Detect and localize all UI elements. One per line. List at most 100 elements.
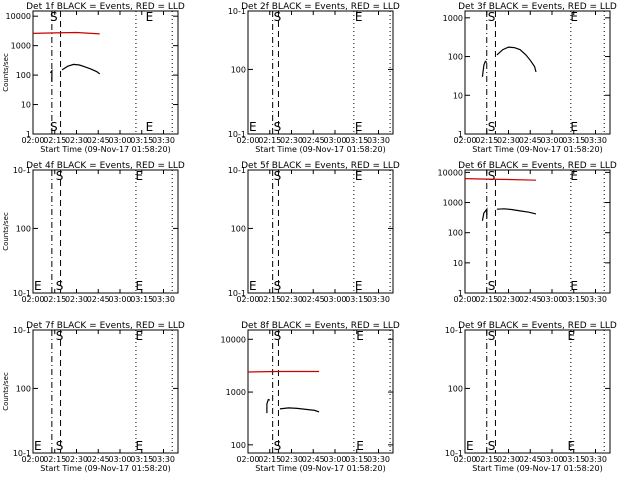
plot-frame	[32, 10, 179, 135]
y-tick-label: 10-1	[445, 326, 463, 335]
y-tick-label: 10-1	[445, 449, 463, 458]
y-tick-label: 10-1	[13, 449, 31, 458]
start-marker: S	[50, 10, 58, 24]
chart-panel-8: Det 8f BLACK = Events, RED = LLD02:0002:…	[221, 321, 400, 473]
y-axis-label: Counts/sec	[2, 212, 10, 251]
x-tick-label: 02:30	[280, 295, 303, 304]
x-tick-label: 02:15	[43, 295, 66, 304]
end-marker: E	[136, 439, 144, 453]
lld-series-line	[32, 31, 100, 35]
y-tick-label: 10000	[221, 335, 246, 344]
x-tick-label: 03:30	[584, 136, 607, 145]
x-tick-label: 03:00	[540, 295, 563, 304]
x-tick-label: 02:15	[43, 136, 66, 145]
x-tick-label: 03:15	[345, 455, 368, 464]
y-tick-label: 10-1	[228, 7, 246, 16]
x-tick-label: 02:00	[236, 295, 259, 304]
x-tick-label: 02:45	[302, 455, 325, 464]
x-tick-label: 03:00	[108, 455, 131, 464]
start-marker: S	[56, 329, 64, 343]
y-tick-label: 1	[458, 130, 463, 139]
chart-panel-5: Det 5f BLACK = Events, RED = LLD 02:00 02:…	[228, 161, 400, 304]
events-series-line	[496, 208, 537, 215]
x-tick-label: 02:30	[497, 136, 520, 145]
x-axis-label: Start Time (09-Nov-17 01:58:20)	[255, 145, 385, 154]
events-series-line	[61, 63, 101, 75]
x-tick-label: 02:45	[519, 295, 542, 304]
y-tick-label: 1	[26, 130, 31, 139]
events-series-line	[279, 407, 320, 413]
x-tick-label: 03:30	[152, 136, 175, 145]
y-axis-label: Counts/sec	[2, 372, 10, 411]
x-tick-label: 02:00	[453, 295, 476, 304]
x-tick-label: 03:15	[345, 295, 368, 304]
start-marker: S	[50, 120, 58, 134]
y-tick-label: 1000	[443, 199, 463, 208]
plot-frame	[247, 169, 394, 294]
y-tick-label: 10-1	[13, 289, 31, 298]
end-marker: E	[249, 120, 257, 134]
plot-frame	[464, 329, 611, 454]
plot-frame	[464, 169, 611, 294]
x-tick-label: 02:30	[497, 455, 520, 464]
x-tick-label: 02:30	[65, 295, 88, 304]
x-axis-label: Start Time (09-Nov-17 01:58:20)	[472, 464, 602, 473]
x-tick-label: 02:00	[453, 136, 476, 145]
x-tick-label: 02:30	[280, 136, 303, 145]
x-tick-label: 02:45	[87, 136, 110, 145]
events-series-line	[49, 69, 53, 82]
x-tick-label: 02:15	[475, 295, 498, 304]
chart-panel-2: Det 2f BLACK = Events, RED = LLD02:0002:…	[228, 2, 400, 154]
x-tick-label: 03:15	[130, 455, 153, 464]
start-marker: S	[274, 10, 282, 24]
start-marker: S	[488, 120, 496, 134]
x-tick-label: 03:15	[130, 136, 153, 145]
y-tick-label: 100	[16, 384, 31, 393]
chart-title: Det 2f BLACK = Events, RED = LLD	[241, 2, 400, 12]
y-tick-label: 1000	[226, 388, 246, 397]
end-marker: E	[570, 120, 578, 134]
x-tick-label: 03:15	[562, 295, 585, 304]
x-tick-label: 03:30	[367, 295, 390, 304]
x-tick-label: 02:00	[453, 455, 476, 464]
chart-title: Det 5f BLACK = Events, RED = LLD	[241, 161, 400, 171]
end-marker: E	[570, 10, 578, 24]
x-tick-label: 03:30	[367, 455, 390, 464]
x-axis-label: Start Time (09-Nov-17 01:58:20)	[40, 145, 170, 154]
x-tick-label: 02:15	[475, 455, 498, 464]
x-tick-label: 03:30	[152, 455, 175, 464]
start-marker: S	[488, 169, 496, 183]
y-tick-label: 10	[453, 91, 463, 100]
x-tick-label: 03:00	[108, 136, 131, 145]
end-marker: E	[136, 279, 144, 293]
start-marker: S	[56, 439, 64, 453]
events-series-line	[266, 398, 271, 414]
y-tick-label: 100	[231, 224, 246, 233]
y-tick-label: 10	[453, 259, 463, 268]
chart-panel-3: Det 3f BLACK = Events, RED = LLD 02:00 02:…	[443, 2, 617, 154]
chart-title: Det 9f BLACK = Events, RED = LLD	[458, 321, 617, 331]
start-marker: S	[488, 329, 496, 343]
end-marker: E	[466, 439, 474, 453]
end-marker: E	[355, 169, 363, 183]
x-tick-label: 02:30	[65, 136, 88, 145]
end-marker: E	[34, 279, 42, 293]
y-tick-label: 10	[21, 101, 31, 110]
events-series-line	[496, 46, 537, 73]
y-tick-label: 10000	[6, 12, 31, 21]
x-tick-label: 03:00	[540, 455, 563, 464]
end-marker: E	[146, 10, 154, 24]
events-series-line	[481, 207, 488, 221]
x-tick-label: 03:00	[108, 295, 131, 304]
start-marker: S	[274, 329, 282, 343]
end-marker: E	[570, 279, 578, 293]
end-marker: E	[568, 329, 576, 343]
end-marker: E	[570, 169, 578, 183]
events-series-line	[481, 60, 488, 77]
chart-title: Det 3f BLACK = Events, RED = LLD	[458, 2, 617, 12]
y-tick-label: 100	[448, 229, 463, 238]
chart-panel-9: Det 9f BLACK = Events, RED = LLD02:0002:…	[445, 321, 617, 473]
y-tick-label: 10-1	[228, 166, 246, 175]
lld-series-line	[464, 178, 537, 181]
